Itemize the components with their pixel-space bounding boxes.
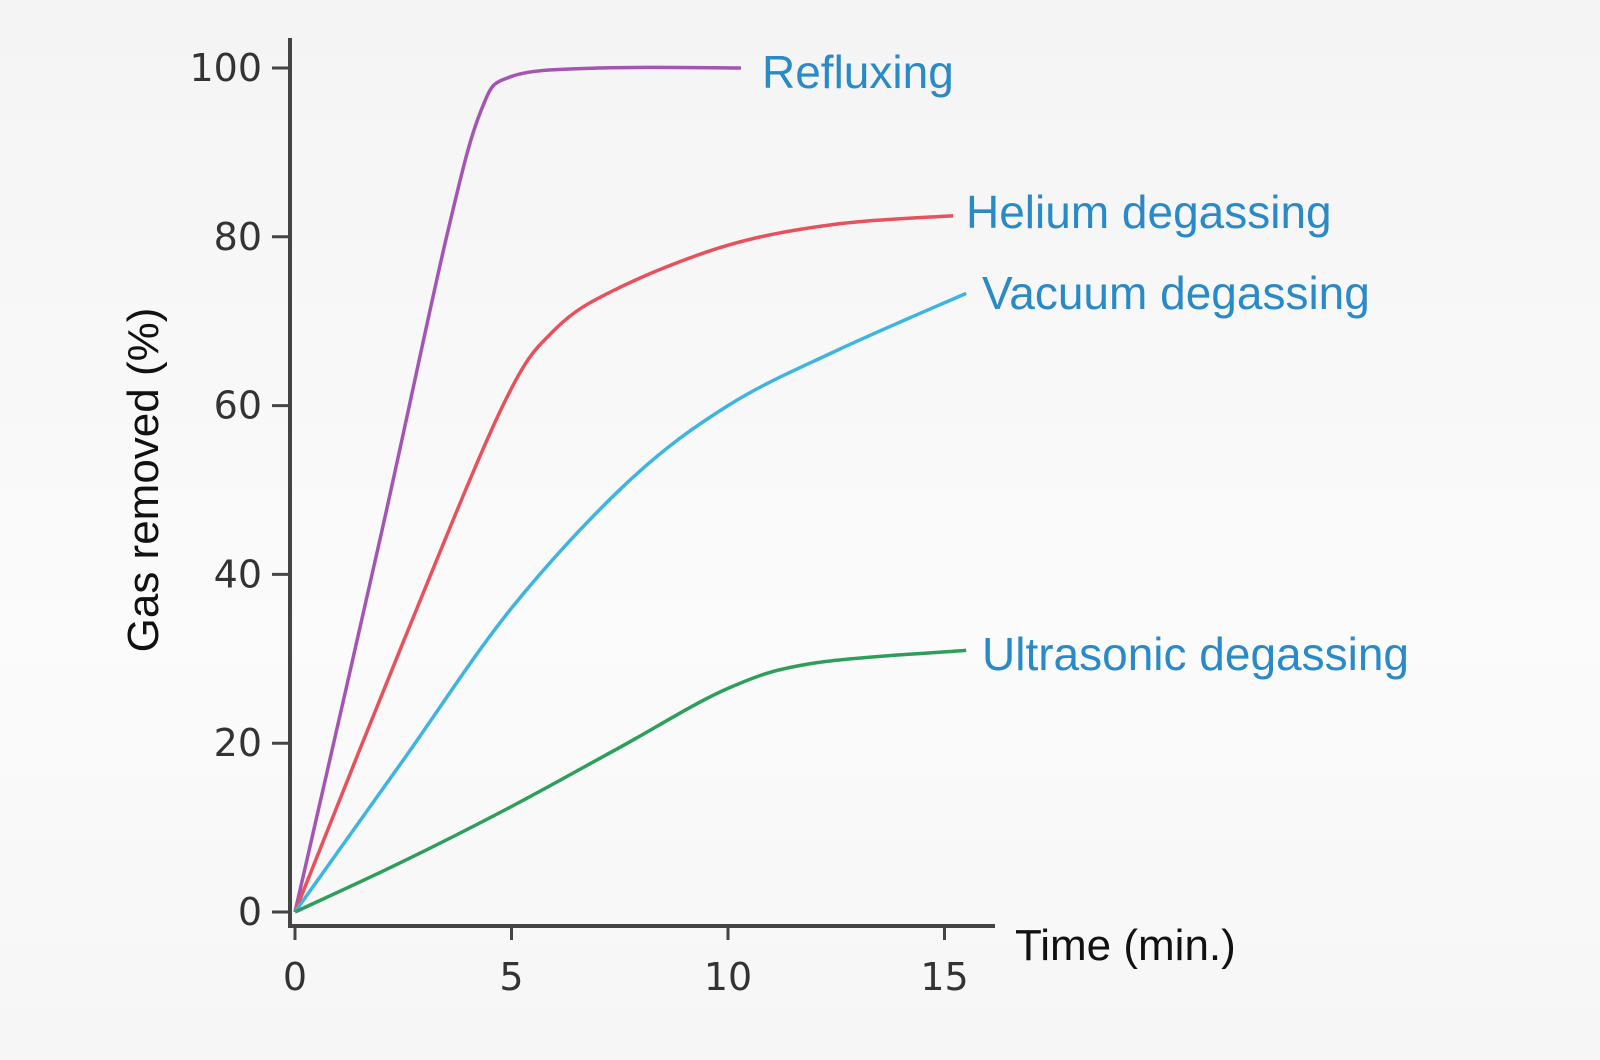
series-line-helium-degassing [293,213,954,913]
series-line-refluxing [293,65,741,913]
x-tick-label: 5 [499,955,523,999]
series-line-ultrasonic-degassing [294,648,967,914]
series-label-ultrasonic: Ultrasonic degassing [982,628,1409,680]
series-line-vacuum-degassing [293,291,967,914]
x-axis-label: Time (min.) [1015,921,1236,970]
series-label-helium: Helium degassing [966,186,1332,238]
y-tick-label: 40 [214,552,262,596]
x-tick-label: 0 [283,955,307,999]
y-tick-label: 0 [238,890,262,934]
y-tick-label: 100 [189,46,262,90]
y-tick-label: 20 [214,721,262,765]
series-label-refluxing: Refluxing [762,46,954,98]
series-label-vacuum: Vacuum degassing [982,267,1370,319]
y-tick-label: 80 [214,215,262,259]
y-tick-label: 60 [214,384,262,428]
y-axis-label: Gas removed (%) [119,308,168,653]
x-tick-label: 15 [920,955,968,999]
x-tick-label: 10 [704,955,752,999]
